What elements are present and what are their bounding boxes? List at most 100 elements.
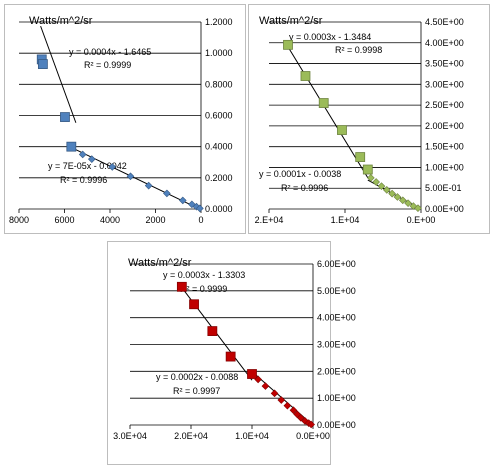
data-point (225, 351, 236, 362)
trendline-equation: y = 7E-05x - 0.0042 (48, 161, 127, 171)
trendline-r-squared: R² = 0.9997 (173, 386, 220, 396)
data-point (188, 200, 196, 209)
y-tick-label: 0.2000 (205, 173, 233, 183)
chart-panel-1: 0.0000 0.2000 0.4000 0.6000 0.8000 1.0000 1.20… (4, 4, 246, 234)
y-tick-label: 1.0000 (205, 48, 233, 58)
data-point (247, 369, 257, 379)
trendline-r-squared: R² = 0.9996 (281, 183, 328, 193)
data-point (78, 150, 87, 159)
y-tick-label: 2.00E+00 (317, 366, 356, 376)
data-point (300, 71, 311, 81)
data-point (66, 141, 77, 152)
trendline-r-squared: R² = 0.9999 (84, 60, 131, 70)
y-tick-label: 1.00E+00 (317, 393, 356, 403)
data-point (277, 396, 286, 404)
data-point (307, 420, 315, 429)
data-point (355, 152, 366, 162)
x-tick-label: 2000 (145, 215, 165, 225)
data-point (398, 196, 407, 205)
y-tick-label: 3.50E+00 (425, 59, 464, 69)
data-point (388, 189, 396, 198)
y-tick-label: 5.00E+00 (317, 286, 356, 296)
data-point (296, 413, 305, 422)
data-point (87, 155, 96, 163)
x-tick-label: 0 (198, 215, 203, 225)
y-tick-label: 6.00E+00 (317, 259, 356, 269)
trendline-equation: y = 0.0002x - 0.0088 (156, 372, 238, 382)
x-tick-label: 4000 (100, 215, 120, 225)
y-tick-label: 2.00E+00 (425, 121, 464, 131)
data-point (318, 98, 329, 108)
data-point (196, 204, 204, 213)
y-tick-label: 1.2000 (205, 17, 233, 27)
data-point (367, 174, 375, 182)
trendline-equation: y = 0.0004x - 1.6465 (69, 47, 151, 57)
y-tick-label: 0.6000 (205, 111, 233, 121)
trendline-equation: y = 0.0003x - 1.3303 (163, 270, 245, 280)
data-point (192, 202, 201, 211)
y-axis-title: Watts/m^2/sr (29, 15, 93, 27)
data-point (377, 182, 386, 190)
y-tick-label: 4.00E+00 (425, 38, 464, 48)
chart-panel-2: 0.00E+00 5.00E-01 1.00E+00 1.50E+00 2.00E+00… (248, 4, 490, 234)
data-point (261, 382, 270, 390)
chart-panel-3: 0.00E+00 1.00E+00 2.00E+00 3.00E+00 4.00E+00… (107, 241, 356, 465)
data-point (37, 59, 48, 69)
chart-2-svg: 0.00E+00 5.00E-01 1.00E+00 1.50E+00 2.00E+00… (255, 15, 464, 225)
y-tick-label: 0.8000 (205, 79, 233, 89)
trendline-r-squared: R² = 0.9998 (335, 45, 382, 55)
data-point (283, 39, 293, 50)
data-point (108, 163, 117, 171)
data-point (254, 375, 262, 384)
data-point (207, 326, 218, 336)
y-axis-title: Watts/m^2/sr (259, 15, 323, 27)
data-point (289, 406, 298, 415)
data-point (362, 164, 373, 175)
x-tick-label: 3.0E+04 (113, 431, 147, 441)
data-point (163, 189, 171, 198)
data-point (337, 125, 347, 135)
x-tick-label: 0.0E+00 (296, 431, 330, 441)
chart-3-svg: 0.00E+00 1.00E+00 2.00E+00 3.00E+00 4.00E+00… (113, 257, 356, 441)
y-tick-label: 0.0000 (205, 204, 233, 214)
y-tick-label: 2.50E+00 (425, 100, 464, 110)
y-tick-label: 3.00E+00 (317, 340, 356, 350)
y-tick-label: 5.00E-01 (425, 183, 462, 193)
data-point (189, 299, 199, 310)
data-point (126, 172, 135, 181)
trendline-equation: y = 0.0001x - 0.0038 (259, 169, 341, 179)
y-tick-label: 1.50E+00 (425, 142, 464, 152)
trendline (40, 25, 77, 123)
data-point (382, 186, 391, 194)
y-axis-title: Watts/m^2/sr (128, 257, 192, 269)
data-point (60, 112, 70, 122)
data-point (144, 181, 153, 190)
y-tick-label: 3.00E+00 (425, 79, 464, 89)
y-tick-label: 4.00E+00 (317, 313, 356, 323)
x-tick-label: 0.E+00 (407, 215, 436, 225)
data-point (372, 178, 380, 186)
data-point (414, 204, 422, 212)
trendline-r-squared: R² = 0.9999 (180, 284, 227, 294)
x-tick-label: 6000 (54, 215, 74, 225)
chart-1-svg: 0.0000 0.2000 0.4000 0.6000 0.8000 1.0000 1.20… (9, 15, 233, 225)
y-tick-label: 0.4000 (205, 142, 233, 152)
data-point (178, 196, 187, 205)
y-tick-label: 0.00E+00 (425, 204, 464, 214)
x-tick-label: 2.E+04 (255, 215, 284, 225)
trendline-r-squared: R² = 0.9996 (60, 175, 107, 185)
data-point (409, 202, 418, 210)
y-tick-label: 4.50E+00 (425, 17, 464, 27)
data-point (176, 281, 187, 292)
trendline (283, 40, 369, 179)
data-point (404, 199, 412, 208)
x-tick-label: 1.0E+04 (235, 431, 269, 441)
trendline-equation: y = 0.0003x - 1.3484 (289, 32, 371, 42)
x-tick-label: 2.0E+04 (174, 431, 208, 441)
x-tick-label: 8000 (9, 215, 29, 225)
x-tick-label: 1.E+04 (331, 215, 360, 225)
y-tick-label: 1.00E+00 (425, 162, 464, 172)
data-point (283, 401, 292, 410)
y-tick-label: 0.00E+00 (317, 420, 356, 430)
data-point (270, 389, 279, 398)
